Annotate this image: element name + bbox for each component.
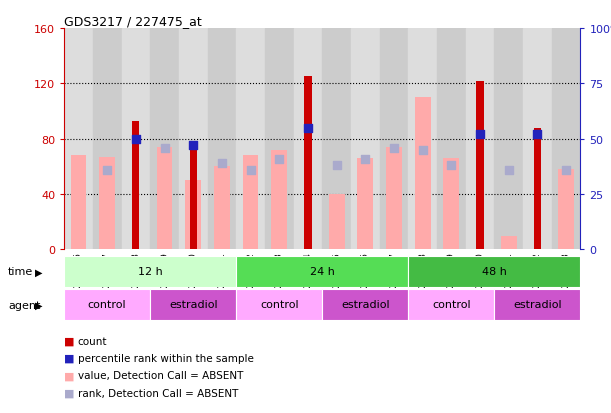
Bar <box>552 29 580 250</box>
Bar <box>236 289 323 320</box>
Bar <box>271 150 287 250</box>
Point <box>475 132 485 138</box>
Point <box>159 145 169 152</box>
Bar <box>150 289 236 320</box>
Bar <box>558 170 574 250</box>
Bar <box>236 256 408 287</box>
Text: time: time <box>8 267 33 277</box>
Point <box>246 167 255 173</box>
Bar <box>100 157 115 250</box>
Bar <box>329 195 345 250</box>
Point <box>447 163 456 169</box>
Point <box>102 167 112 173</box>
Bar <box>323 29 351 250</box>
Bar <box>304 77 312 250</box>
Text: control: control <box>432 299 470 310</box>
Point <box>533 132 543 138</box>
Point <box>274 156 284 163</box>
Point <box>188 143 198 150</box>
Text: ▶: ▶ <box>35 267 43 277</box>
Point <box>332 163 342 169</box>
Bar <box>437 29 466 250</box>
Bar <box>357 159 373 250</box>
Point <box>131 136 141 143</box>
Bar <box>208 29 236 250</box>
Text: ■: ■ <box>64 336 75 346</box>
Point <box>504 167 514 173</box>
Bar <box>93 29 122 250</box>
Text: control: control <box>88 299 126 310</box>
Text: 12 h: 12 h <box>138 266 163 277</box>
Text: estradiol: estradiol <box>341 299 390 310</box>
Bar <box>408 289 494 320</box>
Bar <box>179 29 208 250</box>
Point <box>360 156 370 163</box>
Bar <box>156 148 172 250</box>
Bar <box>351 29 379 250</box>
Bar <box>236 29 265 250</box>
Bar <box>64 289 150 320</box>
Text: ■: ■ <box>64 370 75 380</box>
Bar <box>466 29 494 250</box>
Text: ■: ■ <box>64 388 75 398</box>
Bar <box>214 167 230 250</box>
Bar <box>494 29 523 250</box>
Text: agent: agent <box>8 300 40 310</box>
Text: 48 h: 48 h <box>482 266 507 277</box>
Bar <box>185 181 201 250</box>
Text: control: control <box>260 299 299 310</box>
Bar <box>294 29 323 250</box>
Bar <box>408 29 437 250</box>
Point <box>562 167 571 173</box>
Point <box>389 145 399 152</box>
Bar <box>64 256 236 287</box>
Bar <box>189 145 197 250</box>
Bar <box>494 289 580 320</box>
Bar <box>122 29 150 250</box>
Bar <box>71 156 86 250</box>
Bar <box>64 29 93 250</box>
Text: count: count <box>78 336 107 346</box>
Bar <box>534 128 541 250</box>
Text: ■: ■ <box>64 353 75 363</box>
Text: rank, Detection Call = ABSENT: rank, Detection Call = ABSENT <box>78 388 238 398</box>
Bar <box>150 29 179 250</box>
Bar <box>323 289 408 320</box>
Bar <box>477 81 484 250</box>
Text: GDS3217 / 227475_at: GDS3217 / 227475_at <box>64 15 202 28</box>
Text: estradiol: estradiol <box>169 299 218 310</box>
Point <box>303 125 313 132</box>
Bar <box>444 159 459 250</box>
Bar <box>265 29 294 250</box>
Point <box>418 147 428 154</box>
Text: ▶: ▶ <box>35 300 43 310</box>
Text: estradiol: estradiol <box>513 299 562 310</box>
Bar <box>386 148 402 250</box>
Point <box>217 160 227 167</box>
Text: 24 h: 24 h <box>310 266 335 277</box>
Bar <box>132 121 139 250</box>
Text: percentile rank within the sample: percentile rank within the sample <box>78 353 254 363</box>
Bar <box>379 29 408 250</box>
Bar <box>523 29 552 250</box>
Bar <box>243 156 258 250</box>
Text: value, Detection Call = ABSENT: value, Detection Call = ABSENT <box>78 370 243 380</box>
Bar <box>408 256 580 287</box>
Bar <box>501 236 517 250</box>
Bar <box>415 98 431 250</box>
